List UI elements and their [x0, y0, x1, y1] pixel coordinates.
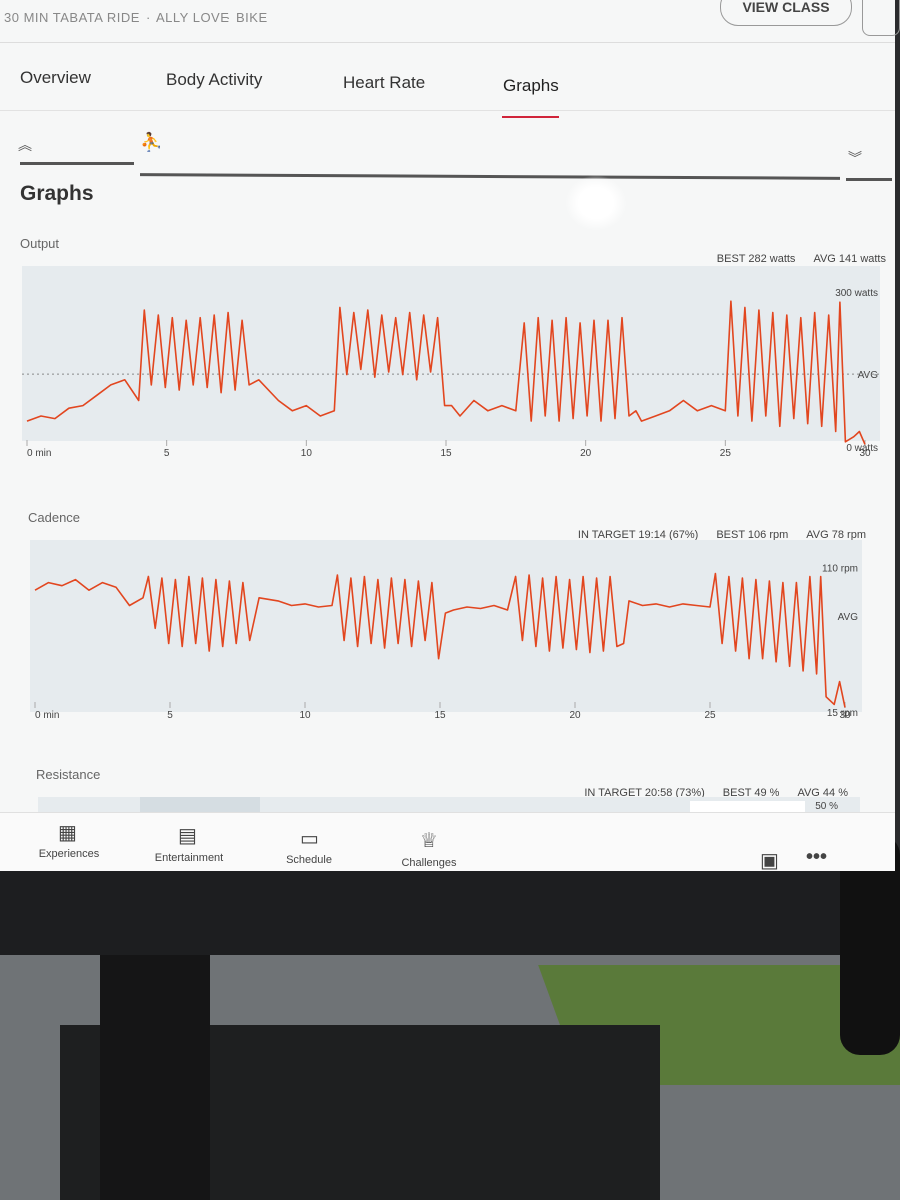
collapse-down-icon[interactable]: ︾ — [848, 150, 862, 166]
x-tick-label: 5 — [164, 448, 170, 459]
x-tick-label: 15 — [440, 448, 452, 459]
x-tick-label: 20 — [569, 710, 581, 721]
collapse-up-icon[interactable]: ︽ — [18, 137, 32, 153]
rider-icon: ⛹ — [140, 132, 163, 152]
data-line — [26, 300, 866, 445]
x-tick-label: 25 — [704, 710, 716, 721]
nav-item[interactable]: Challenges — [401, 857, 457, 869]
news-icon[interactable]: ▣ — [760, 850, 779, 872]
y-tick-label: 15 rpm — [827, 708, 858, 719]
bezel — [0, 870, 900, 960]
y-tick-label: 0 watts — [846, 443, 878, 454]
x-tick-label: 15 — [434, 710, 446, 721]
nav-item[interactable]: Experiences — [38, 848, 100, 860]
x-tick-label: 0 min — [35, 710, 59, 721]
x-tick-label: 0 min — [27, 448, 51, 459]
more-icon[interactable]: ••• — [806, 846, 828, 868]
separator: · — [146, 10, 151, 25]
chart-title: Cadence — [28, 510, 80, 525]
scroll-bar — [20, 162, 134, 165]
experiences-icon: ▦ — [58, 822, 77, 844]
class-meta: 30 MIN TABATA RIDE — [4, 10, 140, 25]
active-tab-indicator — [502, 116, 559, 118]
chart-stat: AVG 78 rpm — [806, 529, 866, 541]
x-tick-label: 10 — [299, 710, 311, 721]
app: 30 MIN TABATA RIDE · ALLY LOVE · BIKE VI… — [0, 0, 900, 872]
y-tick-label: AVG — [858, 370, 879, 381]
chart-stat: IN TARGET 19:14 (67%) — [578, 529, 698, 541]
chart-stat: AVG 44 % — [797, 787, 848, 799]
x-tick-label: 30 — [839, 710, 851, 721]
challenges-icon: ♕ — [420, 830, 438, 852]
tab[interactable]: Body Activity — [166, 70, 263, 89]
band-segment — [140, 797, 260, 813]
band-segment — [690, 801, 805, 813]
y-tick-label: 300 watts — [835, 288, 878, 299]
divider — [0, 42, 895, 43]
chart-stat: BEST 282 watts — [717, 253, 796, 265]
chart-stat: AVG 141 watts — [813, 253, 886, 265]
nav-item[interactable]: Schedule — [286, 854, 332, 866]
schedule-icon: ▭ — [300, 828, 319, 850]
y-tick-label: 50 % — [815, 801, 838, 812]
chart-title: Output — [20, 236, 59, 251]
tab[interactable]: Graphs — [503, 76, 559, 95]
bike-frame — [840, 835, 900, 1055]
x-tick-label: 25 — [720, 448, 732, 459]
x-tick-label: 5 — [167, 710, 173, 721]
separator: · — [226, 10, 231, 25]
data-line — [34, 572, 846, 708]
tab[interactable]: Heart Rate — [343, 73, 426, 92]
y-tick-label: AVG — [838, 612, 859, 623]
charts: Output AVG 141 watts BEST 282 watts 0 min 5 1… — [20, 236, 886, 813]
divider — [0, 110, 895, 111]
chart-stat: IN TARGET 20:58 (73%) — [584, 787, 704, 799]
y-tick-label: 110 rpm — [822, 563, 858, 574]
class-meta: ALLY LOVE — [156, 10, 230, 25]
section-title: Graphs — [20, 182, 94, 205]
class-meta: BIKE — [236, 10, 268, 25]
x-tick-label: 30 — [859, 448, 871, 459]
nav-item[interactable]: Entertainment — [154, 852, 224, 864]
scroll-bar — [846, 178, 892, 181]
x-tick-label: 20 — [580, 448, 592, 459]
entertainment-icon: ▤ — [178, 825, 197, 847]
bottom-nav — [0, 812, 895, 871]
tab[interactable]: Overview — [20, 68, 91, 87]
x-tick-label: 10 — [301, 448, 313, 459]
glare — [565, 175, 627, 231]
chart-stat: BEST 49 % — [723, 787, 780, 799]
chart-stat: BEST 106 rpm — [716, 529, 788, 541]
bike-leg — [100, 955, 210, 1200]
chart-title: Resistance — [36, 767, 100, 782]
